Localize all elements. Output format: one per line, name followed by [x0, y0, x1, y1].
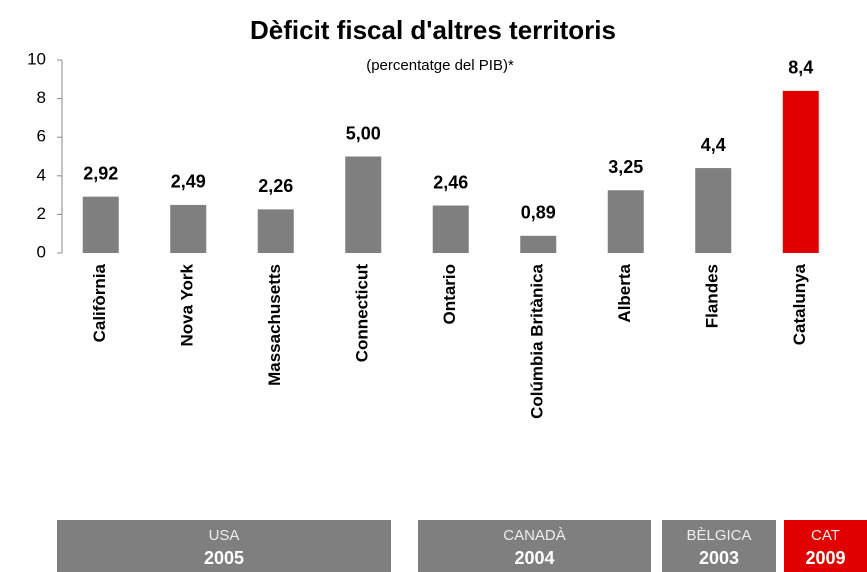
group-box — [784, 520, 867, 572]
group-box — [662, 520, 776, 572]
value-label: 4,4 — [701, 135, 726, 155]
value-label: 2,46 — [433, 172, 468, 192]
x-tick-label: Catalunya — [790, 263, 809, 345]
y-tick-label: 6 — [37, 127, 46, 146]
group-year: 2005 — [204, 548, 244, 568]
bar — [257, 209, 294, 253]
value-label: 0,89 — [521, 203, 556, 223]
group-name: CAT — [811, 527, 840, 544]
value-label: 5,00 — [346, 123, 381, 143]
chart-title: Dèficit fiscal d'altres territoris — [250, 15, 616, 45]
group-year: 2009 — [805, 548, 845, 568]
chart-subtitle: (percentatge del PIB)* — [366, 57, 514, 74]
bar — [170, 204, 207, 253]
x-tick-label: Connecticut — [353, 264, 372, 363]
y-tick-label: 8 — [37, 88, 46, 107]
y-tick-label: 10 — [27, 49, 46, 68]
bar — [695, 168, 732, 253]
x-tick-label: Colúmbia Britànica — [528, 263, 547, 418]
x-tick-label: Ontario — [440, 264, 459, 324]
x-tick-label: Nova York — [178, 263, 197, 346]
x-tick-label: Califòrnia — [90, 263, 109, 342]
group-year: 2003 — [699, 548, 739, 568]
bar — [782, 90, 819, 253]
value-label: 8,4 — [788, 58, 813, 78]
x-tick-label: Flandes — [703, 264, 722, 328]
bar — [520, 235, 557, 253]
group-name: BÈLGICA — [686, 527, 751, 544]
value-label: 2,49 — [171, 172, 206, 192]
y-tick-label: 2 — [37, 204, 46, 223]
group-name: CANADÀ — [503, 527, 566, 544]
bar — [82, 196, 119, 253]
x-tick-label: Alberta — [615, 263, 634, 322]
group-box — [57, 520, 391, 572]
bar — [432, 205, 469, 253]
value-label: 2,92 — [83, 163, 118, 183]
y-tick-label: 0 — [37, 242, 46, 261]
y-tick-label: 4 — [37, 165, 46, 184]
bar — [607, 190, 644, 253]
bar — [345, 156, 382, 253]
group-box — [418, 520, 651, 572]
value-label: 2,26 — [258, 176, 293, 196]
group-name: USA — [209, 527, 240, 544]
value-label: 3,25 — [608, 157, 643, 177]
group-year: 2004 — [514, 548, 554, 568]
x-tick-label: Massachusetts — [265, 264, 284, 386]
